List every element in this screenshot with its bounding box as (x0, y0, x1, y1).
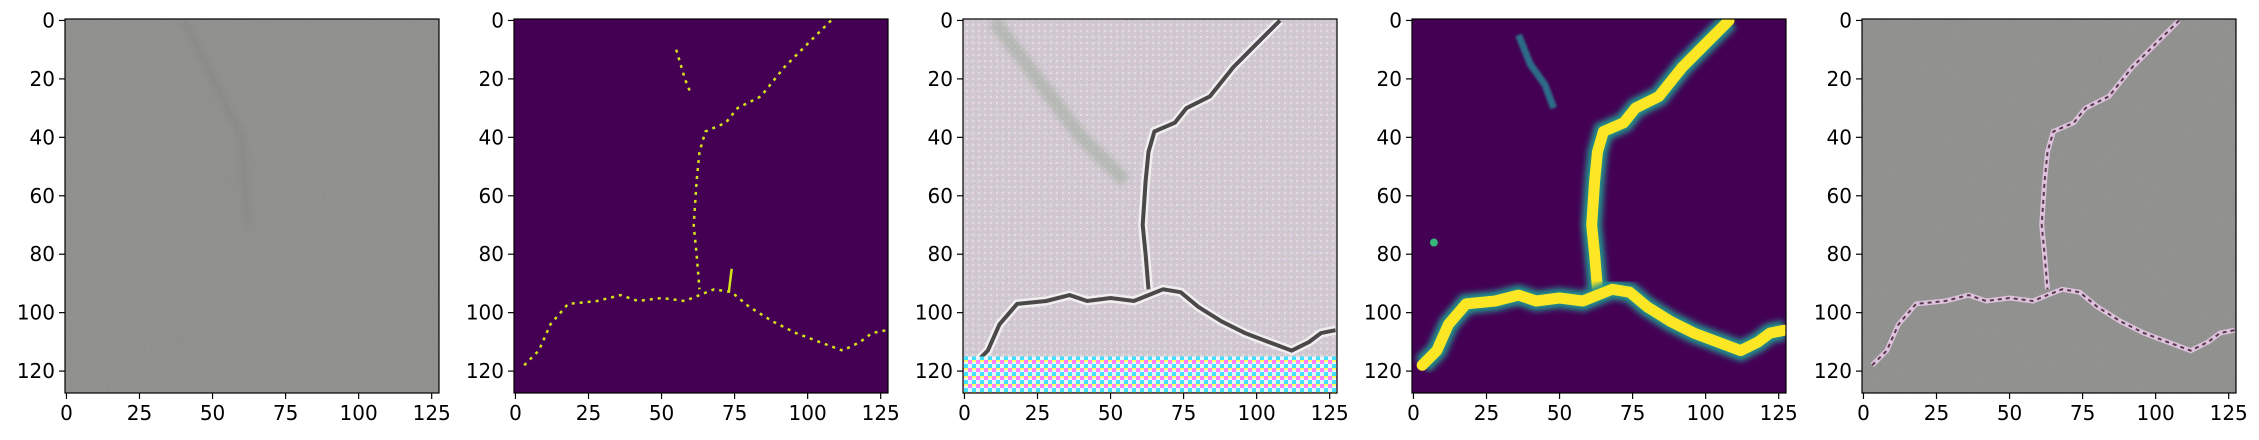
x-tick-label: 50 (649, 401, 674, 425)
x-tick-label: 25 (1474, 401, 1499, 425)
x-tick-label: 50 (1098, 401, 1123, 425)
y-tick-label: 80 (928, 242, 953, 266)
y-tick-label: 100 (466, 301, 504, 325)
panel-image (1862, 19, 2236, 393)
y-tick-label: 100 (915, 301, 953, 325)
x-tick-label: 25 (576, 401, 601, 425)
axes-frame (962, 18, 1338, 394)
y-tick-label: 80 (1827, 242, 1852, 266)
x-tick-label: 100 (1238, 401, 1276, 425)
axes-frame (64, 18, 440, 394)
x-tick-label: 0 (60, 401, 73, 425)
y-tick-label: 100 (17, 301, 55, 325)
x-tick-label: 75 (1171, 401, 1196, 425)
y-tick-label: 120 (915, 359, 953, 383)
x-tick-label: 100 (2137, 401, 2175, 425)
panel-4: 0 25 50 75 100 125 0 20 40 60 80 100 120 (1364, 8, 1798, 425)
y-tick-label: 40 (928, 125, 953, 149)
y-tick-label: 40 (30, 125, 55, 149)
y-tick-label: 0 (1839, 8, 1852, 32)
x-tick-label: 0 (1857, 401, 1870, 425)
y-tick-label: 0 (42, 8, 55, 32)
x-tick-label: 50 (1997, 401, 2022, 425)
axes-frame (1411, 18, 1787, 394)
y-tick-label: 60 (30, 184, 55, 208)
y-tick-label: 120 (1814, 359, 1852, 383)
y-tick-label: 20 (479, 67, 504, 91)
y-tick-label: 40 (1827, 125, 1852, 149)
y-tick-label: 120 (17, 359, 55, 383)
x-tick-label: 100 (789, 401, 827, 425)
y-tick-label: 40 (479, 125, 504, 149)
x-tick-label: 75 (722, 401, 747, 425)
panel-image (65, 19, 439, 393)
panel-image (1412, 19, 1786, 393)
x-tick-label: 125 (413, 401, 451, 425)
x-tick-label: 50 (200, 401, 225, 425)
y-tick-label: 0 (940, 8, 953, 32)
axes-frame (1861, 18, 2237, 394)
panel-image (963, 19, 1337, 393)
x-tick-label: 25 (127, 401, 152, 425)
y-tick-label: 0 (1389, 8, 1402, 32)
y-tick-label: 20 (30, 67, 55, 91)
x-tick-label: 0 (1407, 401, 1420, 425)
x-tick-label: 125 (1311, 401, 1349, 425)
y-tick-label: 40 (1377, 125, 1402, 149)
y-tick-label: 80 (1377, 242, 1402, 266)
x-tick-label: 0 (958, 401, 971, 425)
x-tick-label: 50 (1547, 401, 1572, 425)
y-tick-label: 60 (928, 184, 953, 208)
x-tick-label: 25 (1924, 401, 1949, 425)
x-tick-label: 125 (1760, 401, 1798, 425)
y-tick-label: 20 (1827, 67, 1852, 91)
panel-3: 0 25 50 75 100 125 0 20 40 60 80 100 120 (915, 8, 1349, 425)
y-tick-label: 100 (1814, 301, 1852, 325)
y-tick-label: 80 (479, 242, 504, 266)
x-tick-label: 0 (509, 401, 522, 425)
x-tick-label: 125 (862, 401, 900, 425)
y-tick-label: 60 (1377, 184, 1402, 208)
y-tick-label: 60 (479, 184, 504, 208)
x-tick-label: 125 (2210, 401, 2248, 425)
y-tick-label: 0 (491, 8, 504, 32)
x-tick-label: 75 (1620, 401, 1645, 425)
y-tick-label: 120 (1364, 359, 1402, 383)
axes-frame (513, 18, 889, 394)
x-tick-label: 100 (340, 401, 378, 425)
y-tick-label: 100 (1364, 301, 1402, 325)
y-tick-label: 20 (928, 67, 953, 91)
panel-5: 0 25 50 75 100 125 0 20 40 60 80 100 120 (1814, 8, 2248, 425)
panel-2: 0 25 50 75 100 125 0 20 40 60 80 100 120 (466, 8, 900, 425)
y-tick-label: 80 (30, 242, 55, 266)
panel-1: 0 25 50 75 100 125 0 20 40 60 80 100 120 (17, 8, 451, 425)
x-tick-label: 75 (273, 401, 298, 425)
panel-image (514, 19, 888, 393)
y-tick-label: 120 (466, 359, 504, 383)
x-tick-label: 75 (2070, 401, 2095, 425)
y-tick-label: 20 (1377, 67, 1402, 91)
x-tick-label: 100 (1687, 401, 1725, 425)
x-tick-label: 25 (1025, 401, 1050, 425)
y-tick-label: 60 (1827, 184, 1852, 208)
